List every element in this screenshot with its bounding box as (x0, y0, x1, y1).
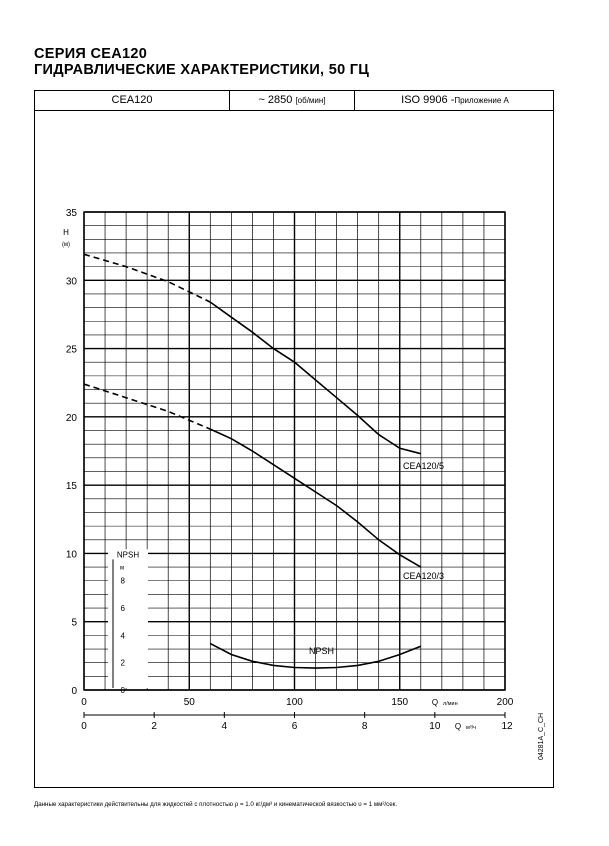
series-label-cea120-5: CEA120/5 (403, 461, 444, 471)
y-tick-label: 5 (71, 618, 77, 629)
y-tick-label: 30 (66, 276, 78, 287)
page-title: СЕРИЯ CEA120 (34, 46, 148, 62)
npsh-axis-label: NPSH (117, 550, 139, 559)
x-axis-unit: л/мин (443, 701, 458, 707)
plot-border (83, 211, 506, 691)
npsh-scale-panel (108, 549, 148, 688)
curve-cea120-3-dashed (83, 383, 211, 430)
footnote: Данные характеристики действительны для … (34, 801, 398, 808)
npsh-tick-label: 6 (121, 604, 126, 613)
x2-axis-label: Q (455, 722, 461, 731)
standard-value: ISO 9906 - (401, 94, 455, 106)
x2-tick-label: 6 (292, 721, 298, 732)
npsh-tick-label: 2 (121, 659, 126, 668)
curve-cea120-5-dashed (83, 253, 211, 303)
page-subtitle: ГИДРАВЛИЧЕСКИЕ ХАРАКТЕРИСТИКИ, 50 ГЦ (34, 62, 370, 78)
npsh-axis-unit: м (120, 565, 124, 571)
x-tick-label: 100 (286, 697, 303, 708)
model-cell: CEA120 (35, 91, 230, 110)
spec-header: CEA120 ~ 2850 [об/мин] ISO 9906 -Приложе… (35, 91, 553, 111)
x-tick-label: 0 (81, 697, 87, 708)
y-tick-label: 20 (66, 413, 78, 424)
x-tick-label: 150 (391, 697, 408, 708)
y-tick-label: 35 (66, 208, 78, 219)
curve-cea120-5 (209, 301, 421, 455)
npsh-tick-label: 8 (121, 577, 126, 586)
y-tick-label: 10 (66, 549, 78, 560)
x-tick-label: 50 (184, 697, 196, 708)
x2-tick-label: 10 (429, 721, 441, 732)
chart-frame: CEA120 ~ 2850 [об/мин] ISO 9906 -Приложе… (34, 90, 554, 788)
y-axis-label: H (63, 228, 69, 237)
x-tick-label: 200 (497, 697, 514, 708)
series-label-cea120-3: CEA120/3 (403, 571, 444, 581)
speed-value: ~ 2850 (258, 94, 293, 106)
x2-tick-label: 4 (222, 721, 228, 732)
y-tick-label: 15 (66, 481, 78, 492)
x2-tick-label: 2 (151, 721, 157, 732)
standard-cell: ISO 9906 -Приложение А (355, 91, 555, 110)
speed-unit: [об/мин] (295, 96, 326, 105)
y-tick-label: 0 (71, 686, 77, 697)
x2-tick-label: 0 (81, 721, 87, 732)
npsh-tick-label: 4 (121, 631, 126, 640)
x-axis-label: Q (432, 698, 438, 707)
y-tick-label: 25 (66, 345, 78, 356)
curve-npsh (209, 642, 422, 669)
drawing-code: 04281A_C_CH (538, 712, 545, 760)
series-label-npsh: NPSH (309, 646, 334, 656)
x2-tick-label: 12 (501, 721, 513, 732)
speed-cell: ~ 2850 [об/мин] (230, 91, 355, 110)
x2-axis-unit: м³/ч (466, 725, 476, 731)
x2-tick-label: 8 (362, 721, 368, 732)
y-axis-unit: (м) (62, 242, 70, 248)
curve-cea120-3 (209, 428, 422, 568)
standard-note: Приложение А (454, 96, 509, 105)
